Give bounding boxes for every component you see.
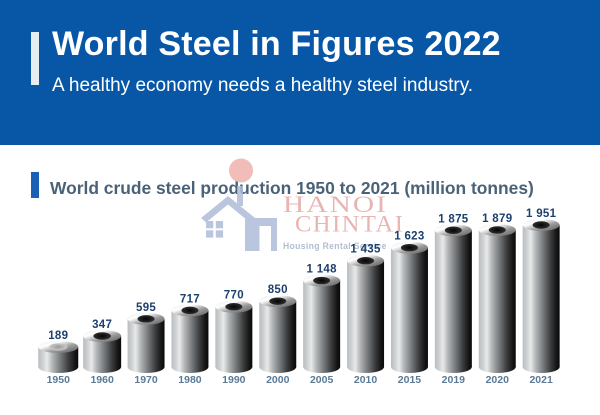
svg-text:1 148: 1 148: [307, 264, 338, 276]
svg-text:1950: 1950: [47, 374, 71, 386]
svg-text:1 623: 1 623: [394, 231, 424, 243]
svg-text:2019: 2019: [442, 374, 466, 386]
svg-text:2021: 2021: [529, 374, 553, 386]
svg-text:189: 189: [48, 330, 68, 342]
svg-text:1960: 1960: [90, 374, 114, 386]
svg-text:1 435: 1 435: [350, 244, 381, 256]
svg-text:1980: 1980: [178, 374, 202, 386]
svg-text:1990: 1990: [222, 374, 246, 386]
svg-text:1970: 1970: [134, 374, 158, 386]
svg-text:717: 717: [180, 293, 200, 305]
svg-text:1 875: 1 875: [438, 213, 469, 225]
svg-text:2015: 2015: [398, 374, 422, 386]
svg-text:850: 850: [268, 284, 288, 296]
svg-text:347: 347: [92, 319, 112, 331]
svg-text:595: 595: [136, 302, 156, 314]
svg-text:2005: 2005: [310, 374, 334, 386]
svg-text:1 879: 1 879: [482, 213, 512, 225]
svg-text:2010: 2010: [354, 374, 378, 386]
svg-text:2000: 2000: [266, 374, 290, 386]
svg-text:1 951: 1 951: [526, 208, 557, 220]
svg-text:2020: 2020: [486, 374, 510, 386]
svg-text:770: 770: [224, 290, 244, 302]
